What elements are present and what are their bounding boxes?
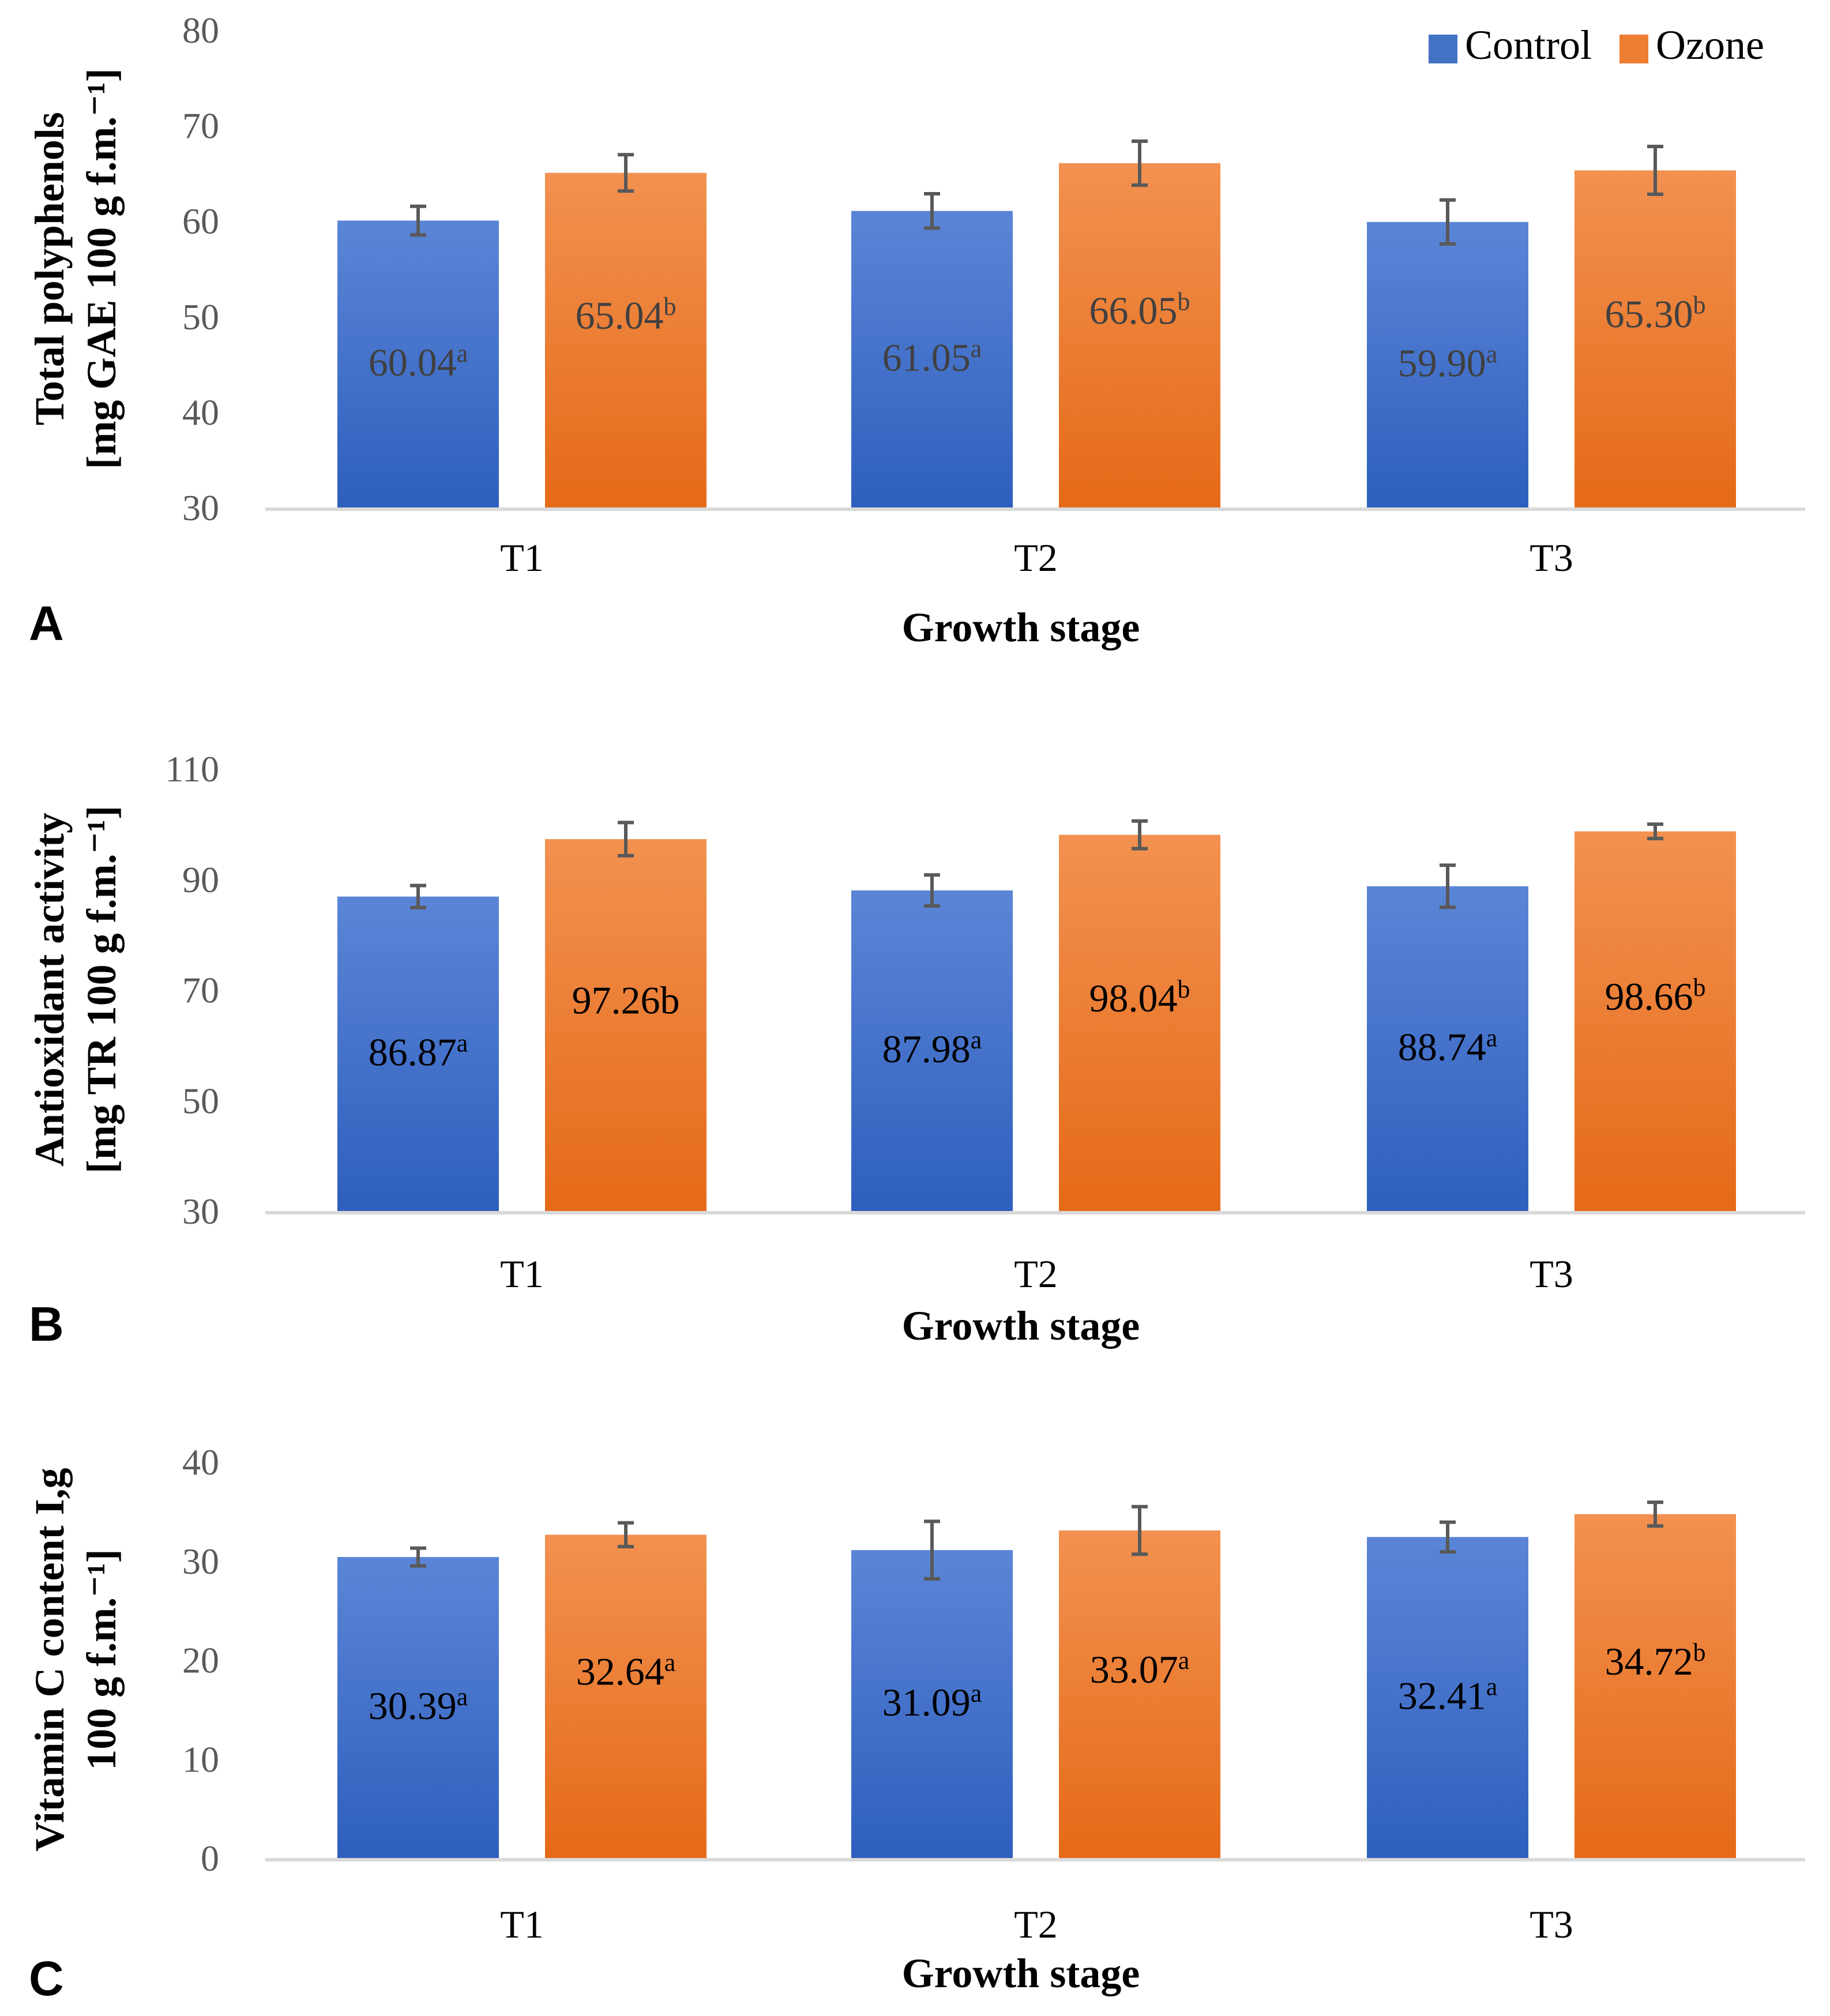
bar-control-t3 [1367,886,1528,1211]
y-tick-label: 50 [182,296,219,337]
data-label: 61.05a [882,334,982,379]
error-bar [1440,1520,1456,1554]
y-tick-label: 90 [182,859,219,900]
error-bar [924,1519,940,1581]
data-label: 98.66b [1605,973,1706,1018]
bar-control-t1 [337,896,499,1211]
error-bar [1132,139,1148,187]
data-label: 32.41a [1398,1673,1498,1718]
data-label: 32.64a [576,1649,676,1694]
data-label: 97.26b [572,979,680,1022]
y-tick-label: 30 [182,1191,219,1232]
y-tick-label: 30 [182,487,219,528]
y-tick-label: 50 [182,1080,219,1121]
y-axis-title: Vitamin C content Ι,g 100 g f.m.⁻¹] [27,1468,125,1851]
error-bar [1647,145,1663,196]
y-tick-label: 110 [165,749,219,789]
x-tick-label: T2 [1014,1902,1058,1946]
y-tick-label: 70 [182,970,219,1011]
error-bar [1440,863,1456,909]
y-tick-label: 60 [182,201,219,242]
x-axis-title: Growth stage [902,604,1140,650]
panel-label: C [29,1951,64,2006]
error-bar [410,883,426,909]
x-tick-label: T3 [1530,536,1573,580]
x-tick-label: T2 [1014,536,1058,580]
bar-ozone-t2 [1059,163,1220,508]
data-label: 30.39a [369,1683,468,1728]
y-tick-label: 80 [182,10,219,51]
bar-ozone-t3 [1575,831,1736,1211]
data-label: 88.74a [1398,1024,1498,1069]
bar-control-t1 [337,1557,499,1858]
data-label: 34.72b [1605,1638,1706,1683]
bar-ozone-t1 [545,172,707,507]
x-tick-label: T1 [500,536,544,580]
y-axis-title: Antioxidant activity [mg TR 100 g f.m.⁻¹] [27,806,125,1174]
legend-label-control: Control [1465,22,1592,68]
x-axis-title: Growth stage [902,1950,1140,1996]
data-label: 66.05b [1089,288,1190,333]
error-bar [1440,198,1456,246]
bar-control-t1 [337,220,499,507]
data-label: 65.04b [576,292,677,337]
y-tick-label: 40 [182,392,219,432]
error-bar [924,192,940,230]
x-tick-label: T3 [1530,1252,1573,1296]
panel-label: A [29,596,64,650]
bar-ozone-t3 [1575,170,1736,507]
bar-control-t2 [851,210,1013,507]
bar-control-t3 [1367,1537,1528,1858]
error-bar [1132,1505,1148,1556]
error-bar [1647,1500,1663,1528]
legend: Control Ozone [1429,22,1764,68]
panel-a: 30 40 50 60 70 80 60.04a 61.05a 59.90a 65.04b 66.0… [27,10,1805,650]
legend-swatch-control [1429,35,1457,63]
bar-ozone-t2 [1059,834,1220,1211]
y-tick-label: 40 [182,1442,219,1483]
legend-swatch-ozone [1619,35,1648,63]
y-tick-label: 30 [182,1541,219,1582]
bar-ozone-t1 [545,839,707,1211]
error-bar [410,1546,426,1568]
error-bar [1132,819,1148,851]
bar-ozone-t1 [545,1534,707,1858]
data-label: 59.90a [1398,340,1498,385]
data-label: 87.98a [882,1026,982,1071]
x-tick-label: T2 [1014,1252,1058,1296]
panel-b: 30 50 70 90 110 86.87a 87.98a 88.74a 97.26b 98.04… [27,749,1805,1351]
bar-control-t3 [1367,221,1528,507]
error-bar [924,873,940,908]
error-bar [618,153,634,193]
y-tick-label: 0 [201,1838,219,1879]
legend-label-ozone: Ozone [1656,22,1764,68]
data-label: 31.09a [882,1679,982,1724]
error-bar [1647,822,1663,841]
data-label: 60.04a [369,339,468,384]
y-tick-label: 20 [182,1640,219,1681]
bar-ozone-t3 [1575,1514,1736,1858]
bar-ozone-t2 [1059,1530,1220,1858]
data-label: 86.87a [369,1029,468,1074]
y-tick-label: 70 [182,106,219,146]
x-axis-title: Growth stage [902,1303,1140,1349]
error-bar [410,204,426,237]
x-tick-label: T1 [500,1252,544,1296]
bar-control-t2 [851,890,1013,1211]
x-tick-label: T3 [1530,1902,1573,1946]
bar-control-t2 [851,1550,1013,1858]
error-bar [618,1521,634,1549]
panel-c: 0 10 20 30 40 30.39a 31.09a 32.41a 32.64a 33.07a 3… [27,1442,1805,2006]
error-bar [618,821,634,857]
y-tick-label: 10 [182,1739,219,1780]
data-label: 65.30b [1605,291,1706,336]
data-label: 33.07a [1090,1646,1190,1691]
panel-label: B [29,1297,64,1351]
x-tick-label: T1 [500,1902,544,1946]
y-axis-title: Total polyphenols [mg GAE 100 g f.m.⁻¹] [27,68,125,469]
data-label: 98.04b [1089,975,1190,1020]
